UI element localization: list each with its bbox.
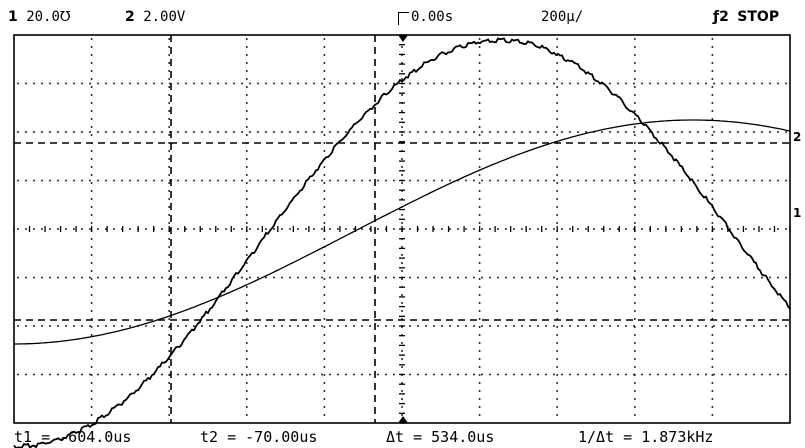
trigger-channel: 2 bbox=[719, 9, 729, 25]
cursor-t1-readout: t1 = -604.0us bbox=[14, 428, 132, 446]
channel-2-number: 2 bbox=[125, 9, 135, 25]
delay-readout: 0.00s bbox=[398, 6, 453, 28]
channel-1-number: 1 bbox=[8, 9, 18, 25]
delta-t-readout: Δt = 534.0us bbox=[386, 428, 495, 446]
channel-2-trace bbox=[14, 119, 791, 345]
frequency-readout: 1/Δt = 1.873kHz bbox=[578, 428, 714, 446]
trigger-bottom-marker bbox=[398, 416, 408, 423]
cursor-t2-readout: t2 = -70.00us bbox=[200, 428, 318, 446]
channel-2-indicator: 2 2.00V bbox=[125, 6, 185, 28]
trigger-status: ƒ2 STOP bbox=[713, 6, 779, 28]
delay-marker-icon bbox=[398, 12, 409, 25]
channel-2-marker: 2 bbox=[793, 130, 801, 144]
trigger-edge-icon: ƒ bbox=[713, 9, 720, 25]
run-state: STOP bbox=[737, 9, 780, 25]
channel-1-marker: 1 bbox=[793, 206, 801, 220]
trigger-top-marker bbox=[398, 35, 408, 42]
channel-1-trace bbox=[13, 37, 791, 448]
timebase-readout: 200µ/ bbox=[541, 9, 584, 25]
channel-1-indicator: 1 20.0℧ bbox=[8, 6, 71, 28]
delay-value: 0.00s bbox=[411, 9, 454, 25]
channel-1-scale: 20.0℧ bbox=[26, 9, 71, 25]
channel-2-scale: 2.00V bbox=[143, 9, 186, 25]
